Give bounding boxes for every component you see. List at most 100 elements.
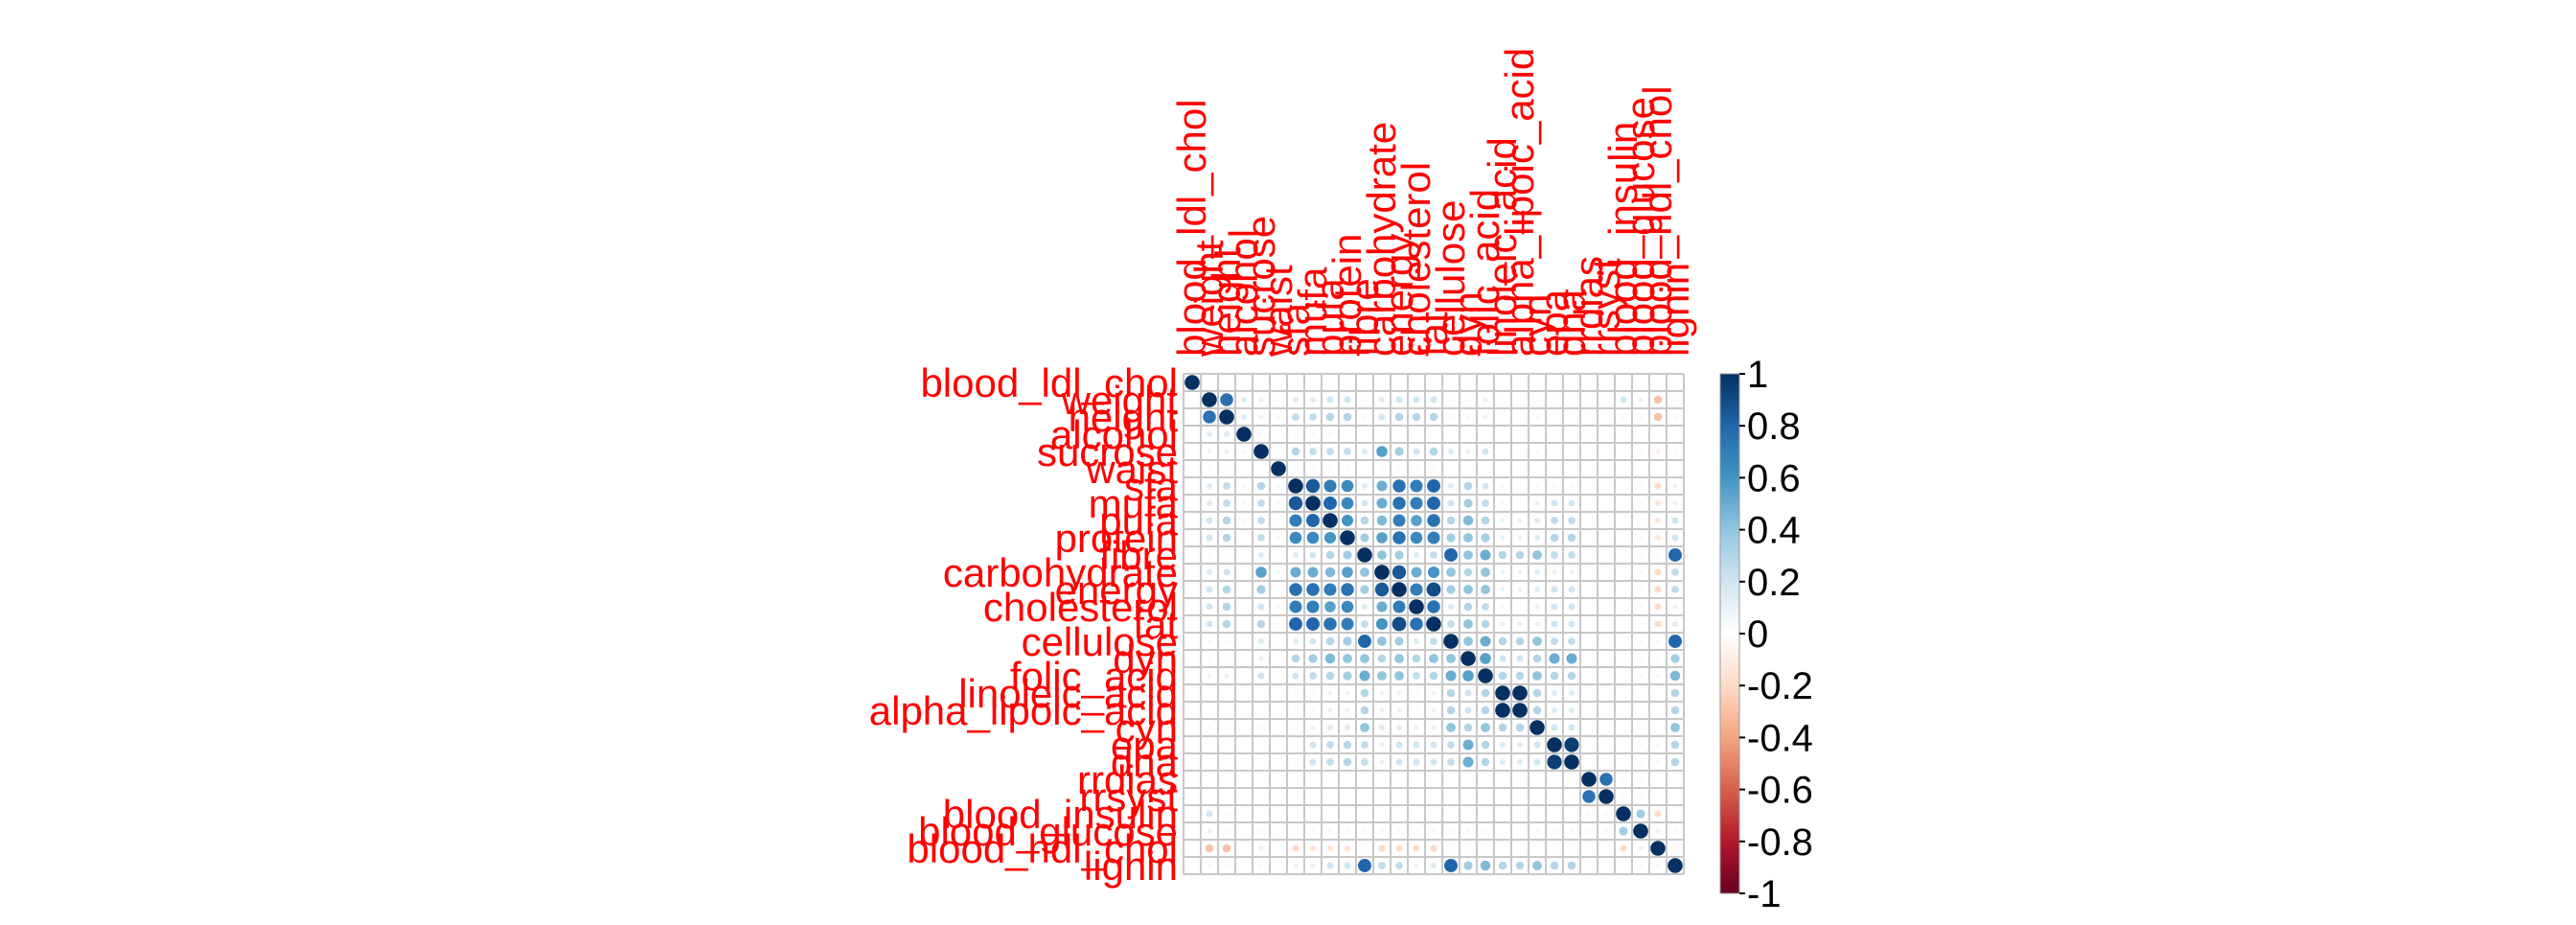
corr-circle [1361,499,1368,507]
corr-circle [1307,567,1319,578]
corr-circle [1535,398,1539,402]
corr-circle [1276,398,1280,402]
corr-circle [1551,689,1558,697]
corr-circle [1325,412,1335,422]
column-label: height [1204,246,1249,357]
corr-circle [1654,568,1662,576]
corr-circle [1639,622,1643,626]
corr-circle [1463,723,1473,732]
corr-circle [1463,533,1473,543]
corr-circle [1359,670,1370,682]
corr-circle [1568,689,1576,697]
corr-circle [1517,569,1523,575]
corr-circle [1656,553,1660,557]
corr-circle [1639,588,1643,591]
column-label: cholesterol [1393,162,1438,357]
corr-circle [1482,482,1489,490]
corr-circle [1223,430,1230,438]
corr-circle [1512,685,1528,701]
corr-circle [1482,603,1489,611]
corr-circle [1376,497,1388,509]
row-label: alpha_lipoic_acid [869,688,1178,733]
corr-circle [1481,688,1490,698]
corr-circle [1289,583,1302,596]
corr-circle [1636,809,1645,819]
corr-circle [1501,501,1505,505]
corr-circle [1341,497,1354,510]
corr-circle [1633,823,1648,839]
corr-circle [1517,535,1523,541]
corr-circle [1376,515,1388,526]
corr-circle [1427,479,1440,493]
corr-circle [1309,672,1317,680]
corr-circle [1225,639,1229,643]
corr-circle [1654,620,1662,628]
corr-circle [1535,450,1539,453]
column-label: alpha_lipoic_acid [1497,48,1542,357]
corr-circle [1254,444,1269,459]
corr-circle [1515,723,1525,732]
column-label: dha [1549,289,1594,357]
colorbar-tick-label: 0.8 [1747,405,1801,448]
corr-circle [1242,501,1246,505]
corr-circle [1481,705,1490,715]
corr-circle [1481,619,1490,629]
colorbar-tick-label: 0.4 [1747,510,1801,552]
corr-circle [1377,654,1387,663]
corr-circle [1431,690,1437,696]
corr-circle [1376,532,1388,543]
corr-circle [1620,844,1627,852]
corr-circle [1326,448,1334,455]
corr-circle [1568,637,1576,645]
corr-circle [1668,858,1683,873]
corr-circle [1447,448,1455,455]
corr-circle [1207,449,1212,454]
corr-circle [1324,567,1336,578]
corr-circle [1639,777,1643,781]
corr-circle [1379,759,1385,765]
corr-circle [1360,705,1369,715]
row-label: cellulose [1022,619,1178,664]
corr-circle [1567,533,1576,543]
corr-circle [1426,616,1441,632]
corr-circle [1447,603,1455,611]
corr-circle [1395,862,1403,869]
corr-circle [1447,482,1455,490]
corr-circle [1305,478,1321,494]
corr-circle [1547,754,1562,770]
corr-circle [1413,741,1420,749]
corr-circle [1568,706,1576,714]
corr-circle [1357,547,1372,563]
corr-circle [1672,604,1678,610]
corr-circle [1534,621,1540,627]
corr-circle [1345,690,1350,696]
column-label: sucrose [1238,216,1283,357]
corr-circle [1306,514,1320,527]
corr-circle [1466,415,1470,419]
corr-circle [1322,513,1338,528]
corr-circle [1392,479,1406,493]
corr-circle [1306,583,1320,596]
corr-circle [1206,482,1213,490]
corr-circle [1533,517,1541,524]
corr-circle [1374,565,1390,580]
corr-circle [1671,620,1679,628]
corr-circle [1430,637,1438,645]
corr-circle [1276,570,1280,574]
corr-circle [1205,844,1214,853]
row-label: height [1069,395,1179,440]
corr-circle [1289,531,1302,544]
corr-circle [1478,668,1493,683]
corr-circle [1515,550,1525,560]
corr-circle [1483,397,1488,403]
corr-circle [1306,600,1320,613]
corr-circle [1498,636,1507,646]
corr-circle [1483,414,1488,420]
corr-circle [1395,844,1403,852]
corr-circle [1376,446,1388,457]
column-label: alcohol [1221,229,1266,357]
corr-circle [1670,740,1680,750]
row-label: protein [1055,516,1178,561]
corr-circle [1392,531,1406,544]
corr-circle [1654,517,1662,524]
